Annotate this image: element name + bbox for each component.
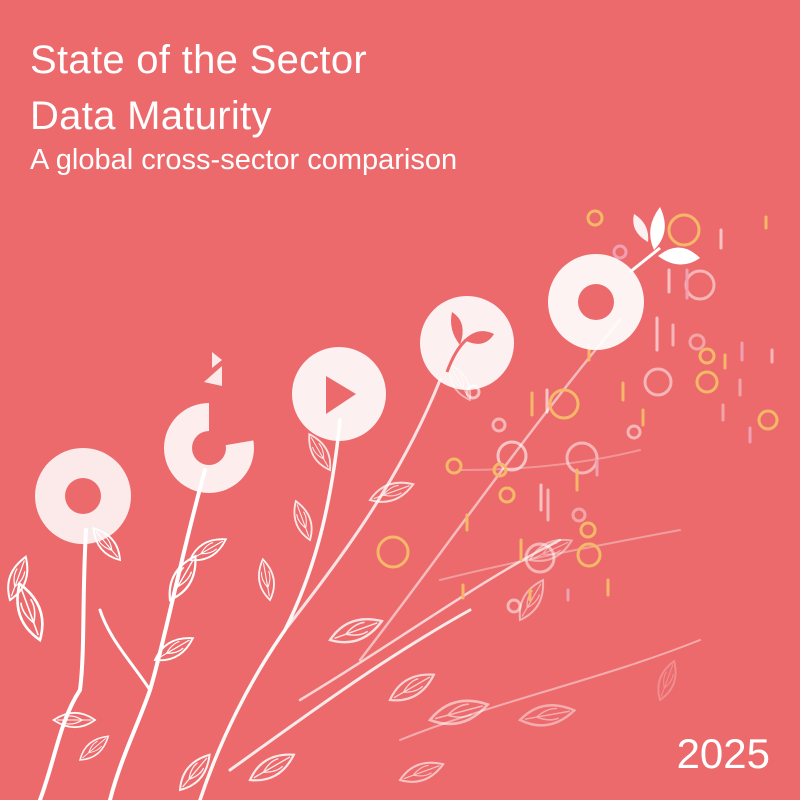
stems (38, 318, 701, 800)
data-particles (376, 209, 779, 614)
maturity-stage-3 (292, 347, 386, 441)
cover-subtitle: A global cross-sector comparison (30, 144, 458, 176)
data-bars (461, 215, 774, 602)
triangle-icon (326, 376, 356, 414)
maturity-stage-5 (548, 254, 644, 350)
cover-title-line-1: State of the Sector (30, 38, 368, 82)
maturity-stage-2 (164, 352, 256, 493)
cover-year: 2025 (676, 730, 770, 777)
broken-ring-icon (212, 352, 222, 368)
maturity-stage-4 (420, 296, 514, 390)
cover-title-line-2: Data Maturity (30, 94, 272, 138)
sprout-top-icon (629, 207, 700, 274)
maturity-stage-1 (35, 448, 131, 544)
sprout-icon (445, 312, 494, 373)
